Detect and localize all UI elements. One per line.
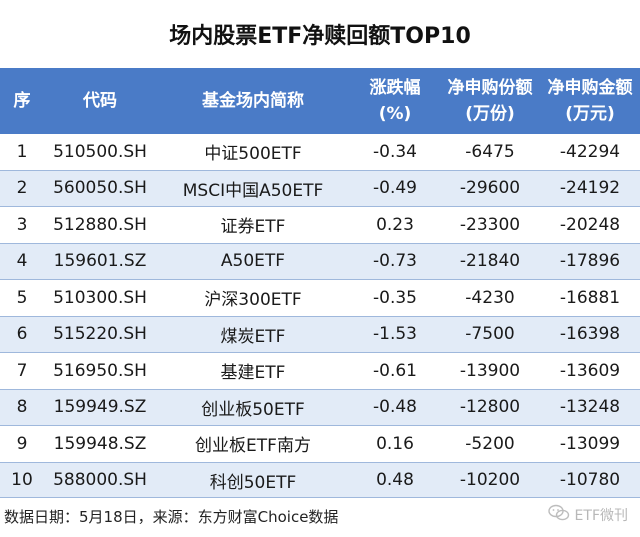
cell-net-amount: -24192 [540,170,640,207]
cell-index: 6 [0,316,44,353]
table-row: 3 512880.SH 证券ETF 0.23 -23300 -20248 [0,206,640,244]
cell-net-amount: -17896 [540,243,640,280]
cell-change: -0.73 [350,243,440,280]
watermark-text: ETF微刊 [574,508,628,524]
cell-name: A50ETF [156,243,350,280]
cell-net-amount: -13609 [540,352,640,390]
cell-name: MSCI中国A50ETF [156,170,350,207]
cell-net-units: -12800 [440,389,540,426]
table-row: 5 510300.SH 沪深300ETF -0.35 -4230 -16881 [0,279,640,317]
footer: 数据日期：5月18日，来源：东方财富Choice数据 ETF微刊 [0,497,640,537]
cell-code: 159601.SZ [44,243,156,280]
cell-name: 创业板50ETF [156,389,350,426]
header-change: 涨跌幅 (%) [350,68,440,134]
table-row: 8 159949.SZ 创业板50ETF -0.48 -12800 -13248 [0,389,640,426]
cell-code: 560050.SH [44,170,156,207]
table-row: 9 159948.SZ 创业板ETF南方 0.16 -5200 -13099 [0,425,640,463]
cell-net-amount: -16398 [540,316,640,353]
cell-code: 159948.SZ [44,425,156,463]
cell-code: 510500.SH [44,134,156,171]
cell-net-amount: -42294 [540,134,640,171]
cell-code: 588000.SH [44,462,156,499]
cell-name: 创业板ETF南方 [156,425,350,463]
cell-net-units: -6475 [440,134,540,171]
cell-change: -0.61 [350,352,440,390]
cell-name: 科创50ETF [156,462,350,499]
table-row: 2 560050.SH MSCI中国A50ETF -0.49 -29600 -24192 [0,170,640,207]
cell-index: 7 [0,352,44,390]
wechat-icon [547,504,570,526]
table-row: 6 515220.SH 煤炭ETF -1.53 -7500 -16398 [0,316,640,353]
cell-change: 0.16 [350,425,440,463]
cell-net-units: -10200 [440,462,540,499]
cell-net-units: -23300 [440,206,540,244]
cell-change: -0.34 [350,134,440,171]
cell-net-amount: -13248 [540,389,640,426]
watermark: ETF微刊 [547,504,628,526]
cell-code: 510300.SH [44,279,156,317]
cell-net-units: -13900 [440,352,540,390]
cell-name: 中证500ETF [156,134,350,171]
cell-code: 159949.SZ [44,389,156,426]
cell-change: -0.48 [350,389,440,426]
cell-code: 516950.SH [44,352,156,390]
cell-change: -1.53 [350,316,440,353]
cell-net-amount: -16881 [540,279,640,317]
table-row: 4 159601.SZ A50ETF -0.73 -21840 -17896 [0,243,640,280]
header-net-units: 净申购份额 (万份) [440,68,540,134]
cell-index: 3 [0,206,44,244]
cell-name: 证券ETF [156,206,350,244]
cell-net-units: -4230 [440,279,540,317]
cell-index: 8 [0,389,44,426]
source-note: 数据日期：5月18日，来源：东方财富Choice数据 [4,508,339,526]
cell-change: -0.49 [350,170,440,207]
header-index: 序 [0,68,44,134]
header-net-amount: 净申购金额 (万元) [540,68,640,134]
cell-index: 10 [0,462,44,499]
etf-table: 序 代码 基金场内简称 涨跌幅 (%) 净申购份额 (万份) 净申购金额 (万元) 1… [0,68,640,499]
table-row: 1 510500.SH 中证500ETF -0.34 -6475 -42294 [0,134,640,171]
cell-change: 0.23 [350,206,440,244]
header-name: 基金场内简称 [156,68,350,134]
cell-index: 2 [0,170,44,207]
cell-code: 512880.SH [44,206,156,244]
cell-net-units: -7500 [440,316,540,353]
cell-index: 4 [0,243,44,280]
cell-net-units: -5200 [440,425,540,463]
cell-name: 基建ETF [156,352,350,390]
cell-name: 沪深300ETF [156,279,350,317]
cell-net-units: -29600 [440,170,540,207]
cell-net-amount: -20248 [540,206,640,244]
cell-change: 0.48 [350,462,440,499]
cell-name: 煤炭ETF [156,316,350,353]
cell-net-amount: -10780 [540,462,640,499]
table-row: 7 516950.SH 基建ETF -0.61 -13900 -13609 [0,352,640,390]
table-row: 10 588000.SH 科创50ETF 0.48 -10200 -10780 [0,462,640,499]
cell-net-units: -21840 [440,243,540,280]
cell-change: -0.35 [350,279,440,317]
cell-index: 1 [0,134,44,171]
header-code: 代码 [44,68,156,134]
cell-net-amount: -13099 [540,425,640,463]
cell-index: 5 [0,279,44,317]
page-title: 场内股票ETF净赎回额TOP10 [169,24,471,49]
cell-code: 515220.SH [44,316,156,353]
table-header-row: 序 代码 基金场内简称 涨跌幅 (%) 净申购份额 (万份) 净申购金额 (万元) [0,68,640,134]
cell-index: 9 [0,425,44,463]
